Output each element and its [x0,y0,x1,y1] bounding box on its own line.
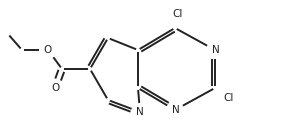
Text: N: N [212,45,220,55]
Text: N: N [172,105,180,115]
Text: O: O [44,45,52,55]
Text: Cl: Cl [173,9,183,19]
Text: N: N [136,107,144,117]
Text: Cl: Cl [224,93,234,103]
Text: O: O [51,83,59,93]
